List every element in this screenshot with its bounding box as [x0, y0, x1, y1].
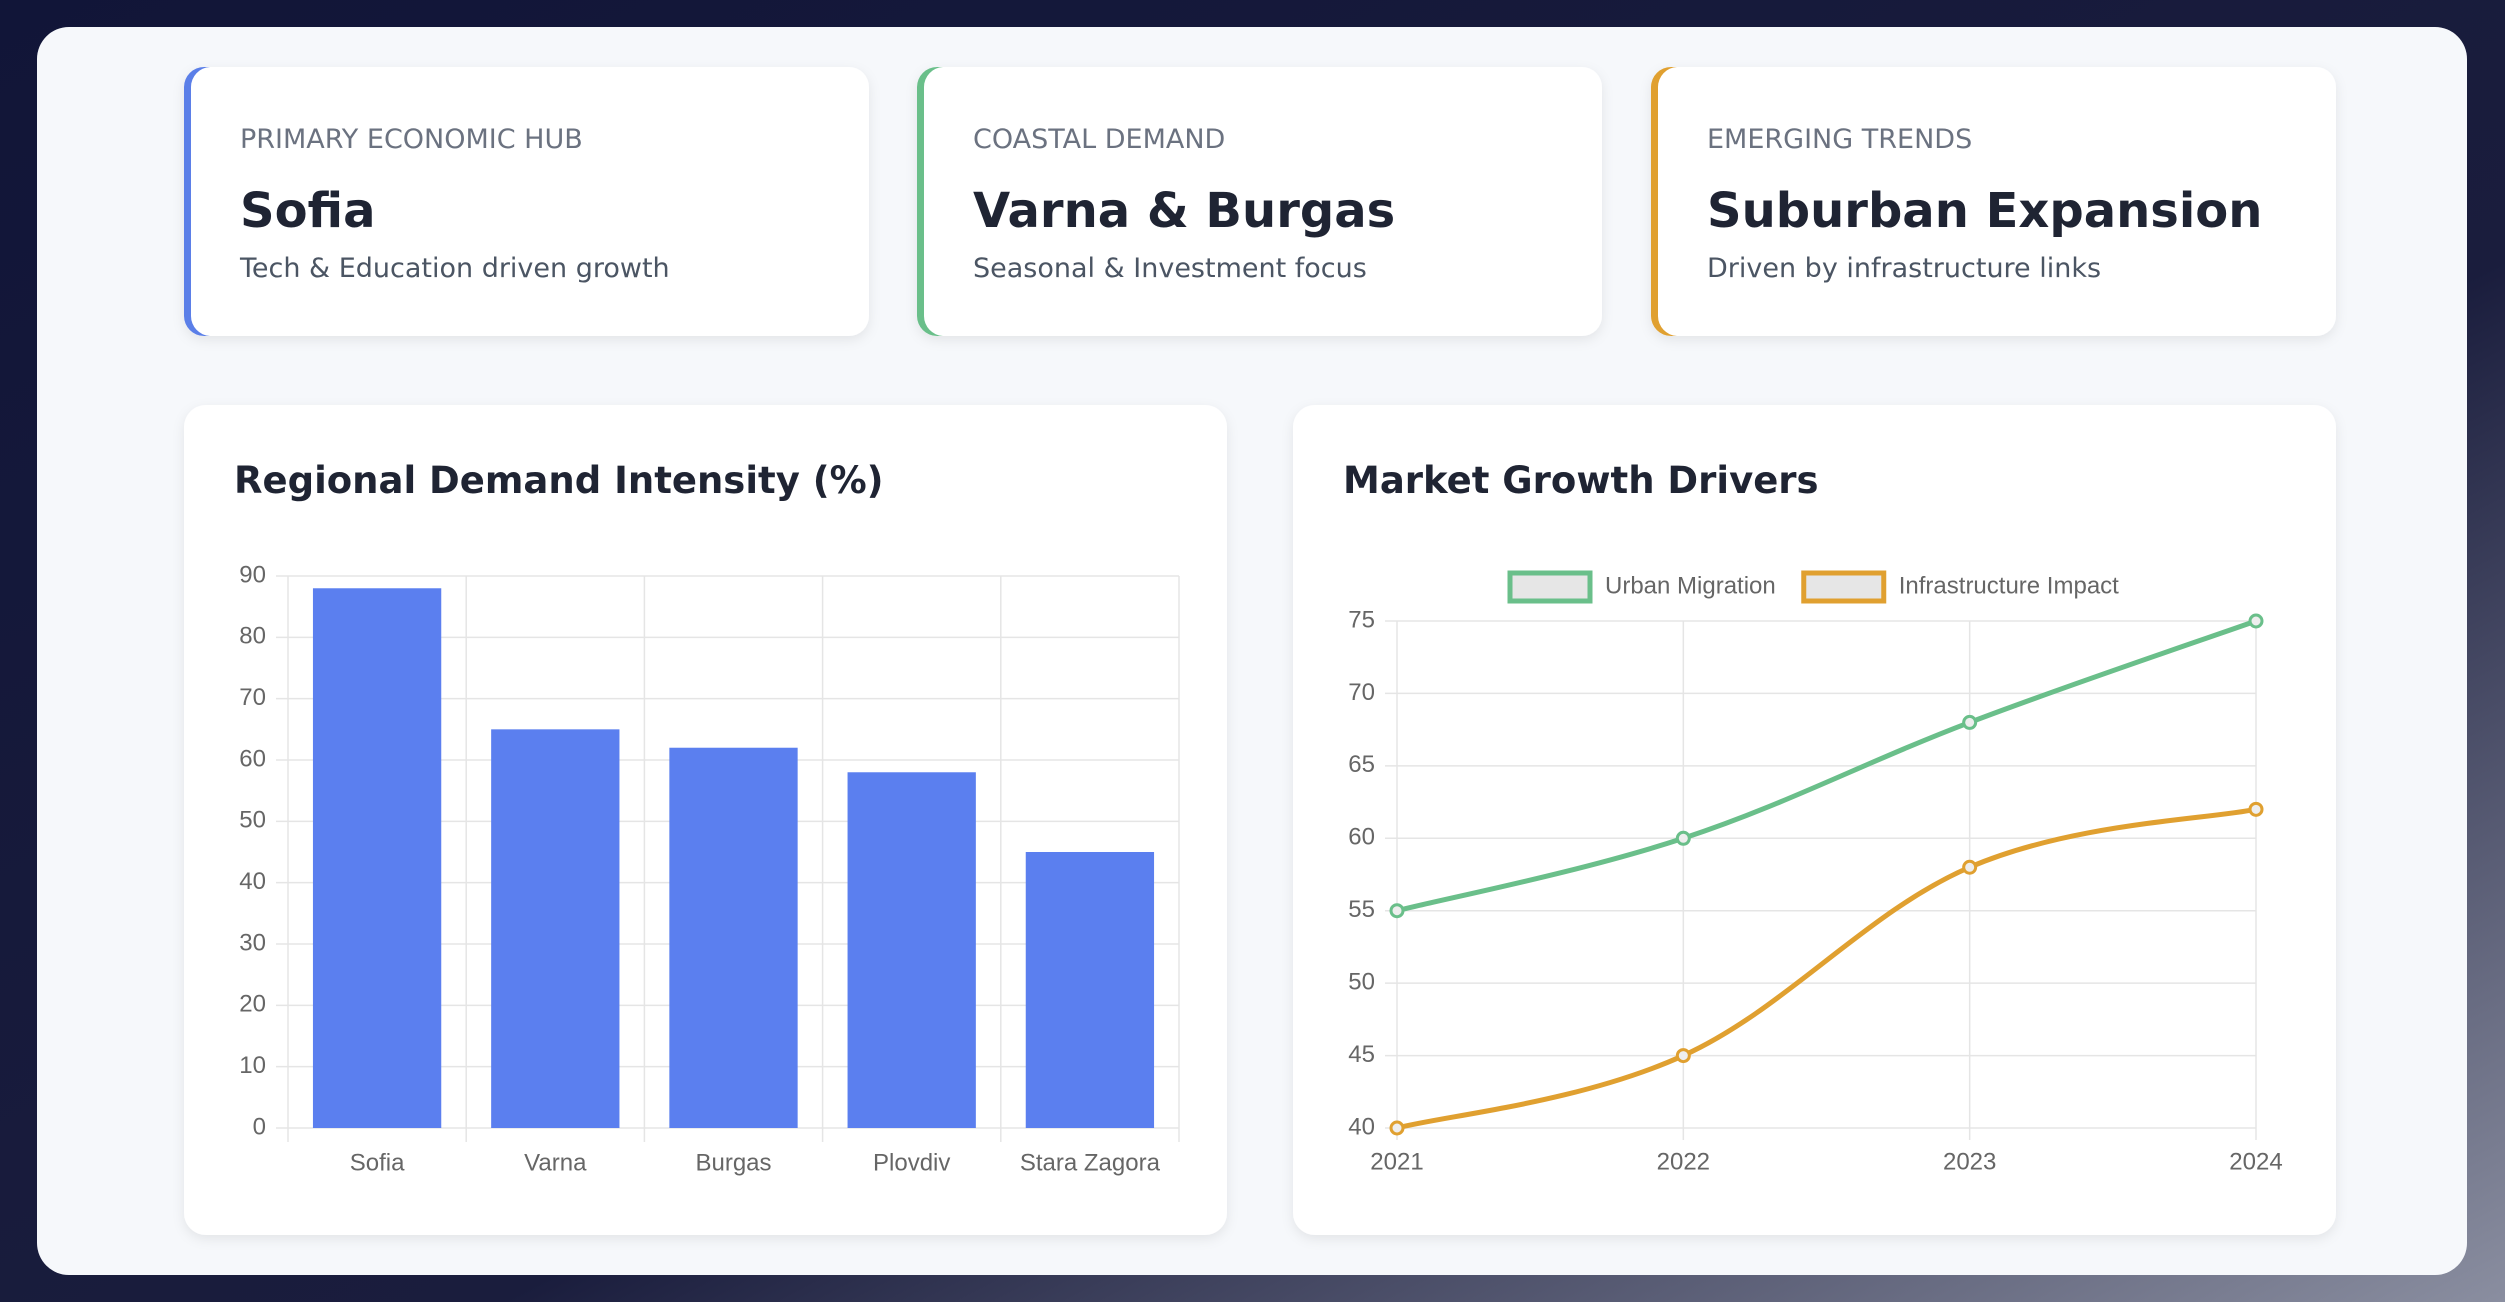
card-accent — [184, 67, 210, 336]
bar — [847, 772, 976, 1128]
data-point — [1675, 830, 1691, 846]
x-tick-label: Sofia — [350, 1149, 405, 1176]
card-subtitle: Tech & Education driven growth — [239, 253, 670, 284]
data-point — [2248, 801, 2264, 817]
card-background — [184, 67, 869, 336]
y-tick-label: 0 — [253, 1113, 266, 1140]
series-line — [1396, 618, 2257, 914]
series-line — [1396, 806, 2257, 1131]
legend-swatch — [1507, 570, 1593, 604]
bar — [1025, 852, 1155, 1128]
data-point — [2248, 613, 2264, 629]
y-tick-label: 60 — [239, 745, 266, 772]
bar — [312, 588, 442, 1128]
data-point — [1962, 714, 1978, 730]
card-subtitle: Driven by infrastructure links — [1707, 253, 2101, 284]
card-title: Suburban Expansion — [1707, 183, 2262, 239]
y-tick-label: 40 — [239, 868, 266, 895]
info-card: EMERGING TRENDS Suburban Expansion Driven … — [1651, 67, 2336, 336]
x-tick-label: 2021 — [1370, 1148, 1423, 1175]
chart-title: Market Growth Drivers — [1343, 459, 1819, 502]
charts: Regional Demand Intensity (%) 0 10 20 30 40 50… — [184, 405, 2336, 1235]
card-accent — [1651, 67, 1677, 336]
y-tick-label: 55 — [1348, 896, 1375, 923]
bar — [669, 747, 798, 1128]
y-tick-label: 10 — [239, 1052, 266, 1079]
y-tick-label: 50 — [239, 807, 266, 834]
card-label: PRIMARY ECONOMIC HUB — [240, 124, 583, 155]
info-card: PRIMARY ECONOMIC HUB Sofia Tech & Educatio… — [184, 67, 869, 336]
y-tick-label: 60 — [1348, 824, 1375, 851]
legend-label: Infrastructure Impact — [1899, 572, 2119, 599]
y-tick-label: 45 — [1348, 1041, 1375, 1068]
x-tick-label: Stara Zagora — [1020, 1149, 1161, 1176]
y-tick-label: 20 — [239, 991, 266, 1018]
x-tick-label: 2023 — [1943, 1148, 1996, 1175]
card-background — [1651, 67, 2336, 336]
card-background — [917, 67, 1602, 336]
y-tick-label: 70 — [1348, 679, 1375, 706]
y-tick-label: 70 — [239, 684, 266, 711]
chart-card: Regional Demand Intensity (%) 0 10 20 30 40 50… — [184, 405, 1227, 1235]
x-tick-label: Varna — [524, 1149, 587, 1176]
chart-card: Market Growth Drivers 40 45 50 55 60 65 70 75 202… — [1293, 405, 2336, 1235]
y-tick-label: 90 — [239, 561, 266, 588]
card-label: COASTAL DEMAND — [973, 124, 1225, 155]
card-label: EMERGING TRENDS — [1707, 124, 1972, 155]
x-tick-label: 2024 — [2229, 1148, 2282, 1175]
chart-title: Regional Demand Intensity (%) — [234, 459, 884, 502]
card-title: Varna & Burgas — [973, 183, 1395, 239]
legend: Urban Migration Infrastructure Impact — [1507, 570, 2119, 604]
y-tick-label: 30 — [239, 929, 266, 956]
y-tick-label: 75 — [1348, 606, 1375, 633]
legend-label: Urban Migration — [1605, 572, 1776, 599]
legend-swatch — [1801, 570, 1887, 604]
data-point — [1389, 1120, 1405, 1136]
x-tick-label: Plovdiv — [873, 1149, 950, 1176]
y-tick-label: 40 — [1348, 1113, 1375, 1140]
chart-background — [1293, 405, 2336, 1235]
y-tick-label: 50 — [1348, 968, 1375, 995]
cards: PRIMARY ECONOMIC HUB Sofia Tech & Educatio… — [184, 67, 2336, 336]
y-tick-label: 80 — [239, 623, 266, 650]
x-tick-label: 2022 — [1657, 1148, 1710, 1175]
data-point — [1389, 903, 1405, 919]
data-point — [1962, 859, 1978, 875]
info-card: COASTAL DEMAND Varna & Burgas Seasonal & I… — [917, 67, 1602, 336]
card-subtitle: Seasonal & Investment focus — [973, 253, 1367, 284]
x-tick-label: Burgas — [695, 1149, 771, 1176]
data-point — [1675, 1048, 1691, 1064]
bar — [491, 729, 620, 1128]
card-accent — [917, 67, 943, 336]
y-tick-label: 65 — [1348, 751, 1375, 778]
card-title: Sofia — [240, 183, 376, 239]
